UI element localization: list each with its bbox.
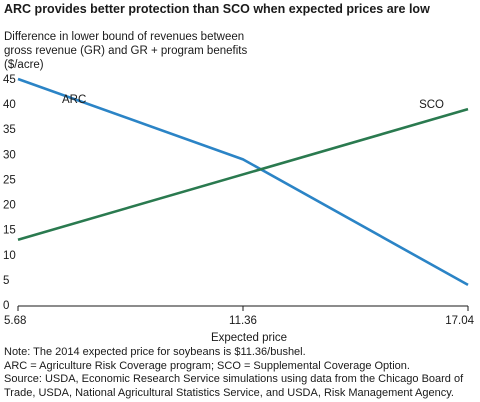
y-axis-label: Difference in lower bound of revenues be… bbox=[4, 30, 264, 72]
x-axis-label: Expected price bbox=[211, 332, 287, 344]
x-tick-label: 5.68 bbox=[4, 315, 26, 327]
note-line: Note: The 2014 expected price for soybea… bbox=[4, 346, 306, 358]
y-tick-label: 40 bbox=[3, 99, 16, 111]
series-line-sco bbox=[17, 107, 469, 241]
source-line: Source: USDA, Economic Research Service … bbox=[4, 373, 464, 399]
definitions-line: ARC = Agriculture Risk Coverage program;… bbox=[4, 359, 410, 372]
y-tick-label: 30 bbox=[3, 149, 16, 161]
y-tick-label: 0 bbox=[3, 300, 9, 312]
y-axis-label-line-2: gross revenue (GR) and GR + program bene… bbox=[4, 45, 248, 57]
y-axis-label-line-3: ($/acre) bbox=[4, 59, 44, 71]
y-tick-label: 45 bbox=[3, 74, 16, 86]
series-label-arc: ARC bbox=[62, 94, 86, 106]
y-tick-label: 5 bbox=[3, 275, 9, 287]
chart-series: ARC SCO bbox=[17, 77, 469, 287]
chart-axes: 0 5 10 15 20 25 30 35 40 45 5.68 11.36 17.04 bbox=[3, 74, 475, 327]
chart-title: ARC provides better protection than SCO … bbox=[4, 2, 430, 16]
chart-notes: Note: The 2014 expected price for soybea… bbox=[4, 346, 480, 400]
y-tick-label: 15 bbox=[3, 225, 16, 237]
y-tick-label: 25 bbox=[3, 174, 16, 186]
y-tick-label: 35 bbox=[3, 124, 16, 136]
x-tick-label: 17.04 bbox=[445, 315, 474, 327]
series-line-arc bbox=[17, 77, 469, 287]
y-axis-label-line-1: Difference in lower bound of revenues be… bbox=[4, 31, 245, 43]
series-label-sco: SCO bbox=[419, 99, 444, 111]
y-tick-label: 10 bbox=[3, 250, 16, 262]
x-tick-label: 11.36 bbox=[229, 315, 257, 327]
y-tick-label: 20 bbox=[3, 200, 16, 212]
